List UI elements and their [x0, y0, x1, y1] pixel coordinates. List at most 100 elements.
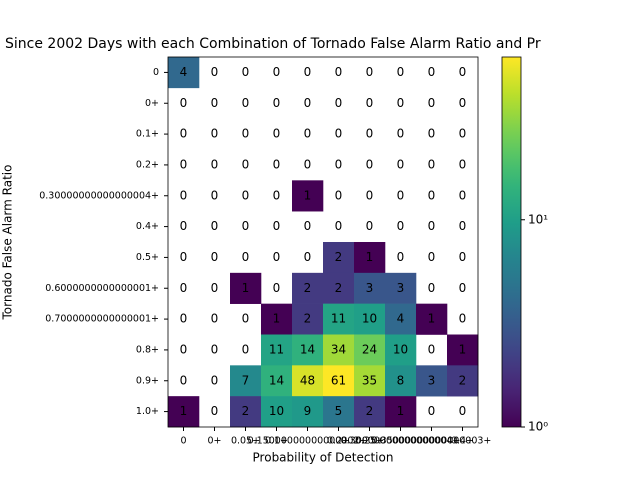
- cell-label: 0: [211, 219, 219, 233]
- cell-label: 0: [211, 96, 219, 110]
- chart-title: Since 2002 Days with each Combination of…: [5, 36, 541, 52]
- cell-label: 0: [366, 157, 374, 171]
- cell-label: 0: [211, 188, 219, 202]
- cell-label: 1: [366, 250, 374, 264]
- cell-label: 0: [335, 65, 343, 79]
- cell-label: 14: [300, 342, 315, 356]
- cell-label: 0: [366, 219, 374, 233]
- cell-label: 2: [242, 404, 250, 418]
- cell-label: 0: [335, 188, 343, 202]
- y-tick-label: 0.30000000000000004+: [39, 190, 159, 201]
- cell-label: 0: [211, 373, 219, 387]
- cell-label: 5: [335, 404, 343, 418]
- cell: [230, 272, 262, 304]
- cell-label: 2: [304, 281, 312, 295]
- cell: [168, 57, 200, 89]
- cell-label: 1: [242, 281, 250, 295]
- cell-label: 0: [180, 281, 188, 295]
- cell-label: 0: [304, 127, 312, 141]
- x-tick-label: 0.1+: [265, 436, 288, 447]
- cell: [447, 334, 479, 366]
- cell-label: 0: [459, 96, 467, 110]
- cell-label: 0: [273, 65, 281, 79]
- cell-label: 8: [397, 373, 405, 387]
- cell: [292, 180, 324, 212]
- cell-label: 0: [211, 157, 219, 171]
- cell-label: 0: [366, 188, 374, 202]
- x-tick-label: 0.25+: [355, 436, 384, 447]
- cell-label: 0: [273, 96, 281, 110]
- cell-label: 0: [273, 157, 281, 171]
- cell: [447, 365, 479, 397]
- cell-label: 0: [428, 188, 436, 202]
- cell-label: 14: [269, 373, 284, 387]
- cell: [168, 396, 200, 428]
- cell-label: 0: [242, 96, 250, 110]
- cell: [323, 303, 355, 335]
- cell-label: 0: [397, 65, 405, 79]
- y-tick-label: 1.0+: [136, 406, 159, 417]
- cell-label: 0: [180, 157, 188, 171]
- cell-label: 0: [211, 250, 219, 264]
- cell-label: 0: [180, 373, 188, 387]
- cell-label: 0: [428, 219, 436, 233]
- x-tick-label: 0.4+: [451, 436, 474, 447]
- cell: [354, 396, 386, 428]
- cell-label: 0: [211, 281, 219, 295]
- cell-label: 7: [242, 373, 250, 387]
- cell: [261, 303, 293, 335]
- y-tick-label: 0.4+: [136, 221, 159, 232]
- cell-label: 0: [428, 281, 436, 295]
- cell-label: 0: [304, 65, 312, 79]
- cell-label: 0: [273, 250, 281, 264]
- y-tick-label: 0.7000000000000001+: [45, 314, 159, 325]
- cell-label: 2: [366, 404, 374, 418]
- cell: [385, 272, 417, 304]
- cell-label: 0: [366, 127, 374, 141]
- cell-label: 0: [304, 96, 312, 110]
- cell: [292, 334, 324, 366]
- cell: [261, 365, 293, 397]
- y-tick-label: 0: [153, 67, 159, 78]
- cell-label: 10: [393, 342, 408, 356]
- cell-label: 3: [428, 373, 436, 387]
- cell-label: 0: [428, 404, 436, 418]
- cell-label: 0: [459, 188, 467, 202]
- cell-label: 0: [459, 127, 467, 141]
- cell-label: 0: [397, 219, 405, 233]
- colorbar-tick-label: 10⁰: [528, 420, 548, 434]
- cell-label: 0: [428, 250, 436, 264]
- cell: [323, 365, 355, 397]
- x-tick-label: 0.2+: [327, 436, 350, 447]
- cell: [230, 396, 262, 428]
- cell-label: 2: [304, 312, 312, 326]
- cell-label: 0: [242, 219, 250, 233]
- cell: [385, 365, 417, 397]
- x-tick-label: 0.05+: [231, 436, 260, 447]
- y-tick-label: 0.2+: [136, 159, 159, 170]
- cell-label: 0: [180, 312, 188, 326]
- cell-label: 0: [242, 312, 250, 326]
- cell-label: 0: [273, 281, 281, 295]
- x-tick-label: 0+: [207, 436, 221, 447]
- cell-label: 0: [180, 127, 188, 141]
- cell: [354, 365, 386, 397]
- cell-label: 0: [304, 219, 312, 233]
- cell: [323, 272, 355, 304]
- cell: [323, 242, 355, 274]
- cell: [354, 272, 386, 304]
- cell-label: 10: [362, 312, 377, 326]
- cell: [354, 334, 386, 366]
- cell-label: 1: [397, 404, 405, 418]
- cell-label: 0: [242, 250, 250, 264]
- cell-label: 1: [459, 342, 467, 356]
- cell-label: 2: [335, 281, 343, 295]
- cell: [354, 242, 386, 274]
- y-tick-label: 0+: [145, 98, 159, 109]
- cell-label: 10: [269, 404, 284, 418]
- cell-label: 35: [362, 373, 377, 387]
- y-tick-label: 0.1+: [136, 129, 159, 140]
- y-tick-label: 0.9+: [136, 375, 159, 386]
- cell-label: 3: [366, 281, 374, 295]
